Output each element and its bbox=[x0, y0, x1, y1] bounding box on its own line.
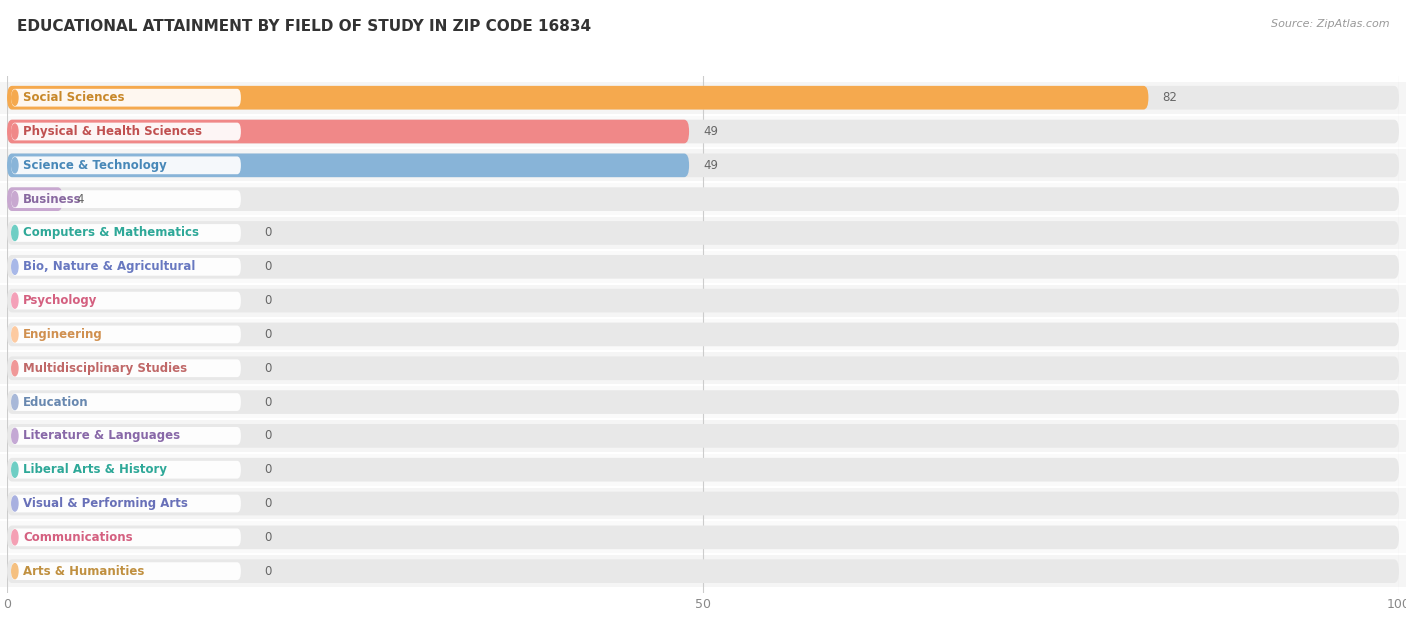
Text: 4: 4 bbox=[77, 192, 84, 206]
FancyBboxPatch shape bbox=[7, 120, 689, 143]
Text: 0: 0 bbox=[264, 227, 271, 240]
FancyBboxPatch shape bbox=[11, 191, 240, 208]
Text: Physical & Health Sciences: Physical & Health Sciences bbox=[24, 125, 202, 138]
FancyBboxPatch shape bbox=[7, 86, 1149, 110]
FancyBboxPatch shape bbox=[0, 217, 1406, 249]
FancyBboxPatch shape bbox=[0, 115, 1406, 148]
Text: Bio, Nature & Agricultural: Bio, Nature & Agricultural bbox=[24, 261, 195, 273]
Text: 0: 0 bbox=[264, 261, 271, 273]
Text: Psychology: Psychology bbox=[24, 294, 97, 307]
Text: Multidisciplinary Studies: Multidisciplinary Studies bbox=[24, 362, 187, 375]
FancyBboxPatch shape bbox=[7, 322, 1399, 346]
Text: 0: 0 bbox=[264, 531, 271, 544]
Text: 0: 0 bbox=[264, 328, 271, 341]
FancyBboxPatch shape bbox=[11, 495, 240, 512]
Circle shape bbox=[11, 361, 18, 376]
Circle shape bbox=[11, 394, 18, 410]
Circle shape bbox=[11, 530, 18, 545]
Circle shape bbox=[11, 563, 18, 579]
FancyBboxPatch shape bbox=[11, 393, 240, 411]
FancyBboxPatch shape bbox=[11, 461, 240, 478]
Circle shape bbox=[11, 496, 18, 511]
FancyBboxPatch shape bbox=[11, 258, 240, 276]
FancyBboxPatch shape bbox=[7, 492, 1399, 516]
Text: 0: 0 bbox=[264, 429, 271, 442]
FancyBboxPatch shape bbox=[7, 289, 1399, 312]
FancyBboxPatch shape bbox=[0, 386, 1406, 418]
FancyBboxPatch shape bbox=[7, 221, 1399, 245]
FancyBboxPatch shape bbox=[7, 255, 1399, 279]
FancyBboxPatch shape bbox=[11, 89, 240, 107]
FancyBboxPatch shape bbox=[0, 251, 1406, 283]
FancyBboxPatch shape bbox=[0, 488, 1406, 519]
Circle shape bbox=[11, 428, 18, 444]
Circle shape bbox=[11, 462, 18, 477]
Text: Communications: Communications bbox=[24, 531, 132, 544]
Text: 49: 49 bbox=[703, 159, 718, 172]
FancyBboxPatch shape bbox=[7, 187, 1399, 211]
Circle shape bbox=[11, 192, 18, 207]
Circle shape bbox=[11, 293, 18, 308]
FancyBboxPatch shape bbox=[7, 153, 1399, 177]
FancyBboxPatch shape bbox=[0, 352, 1406, 384]
Text: Engineering: Engineering bbox=[24, 328, 103, 341]
FancyBboxPatch shape bbox=[0, 454, 1406, 486]
Text: 0: 0 bbox=[264, 463, 271, 476]
FancyBboxPatch shape bbox=[7, 526, 1399, 549]
FancyBboxPatch shape bbox=[7, 86, 1399, 110]
Text: Literature & Languages: Literature & Languages bbox=[24, 429, 180, 442]
FancyBboxPatch shape bbox=[0, 420, 1406, 452]
Text: 0: 0 bbox=[264, 294, 271, 307]
FancyBboxPatch shape bbox=[0, 319, 1406, 350]
FancyBboxPatch shape bbox=[7, 357, 1399, 380]
Text: Source: ZipAtlas.com: Source: ZipAtlas.com bbox=[1271, 19, 1389, 29]
Circle shape bbox=[11, 259, 18, 274]
Text: Education: Education bbox=[24, 396, 89, 408]
Text: 0: 0 bbox=[264, 396, 271, 408]
FancyBboxPatch shape bbox=[11, 529, 240, 546]
Circle shape bbox=[11, 90, 18, 105]
FancyBboxPatch shape bbox=[11, 292, 240, 309]
FancyBboxPatch shape bbox=[0, 521, 1406, 553]
Text: Social Sciences: Social Sciences bbox=[24, 91, 125, 104]
FancyBboxPatch shape bbox=[0, 183, 1406, 215]
FancyBboxPatch shape bbox=[11, 427, 240, 445]
FancyBboxPatch shape bbox=[0, 150, 1406, 181]
Text: Arts & Humanities: Arts & Humanities bbox=[24, 565, 145, 577]
FancyBboxPatch shape bbox=[0, 555, 1406, 587]
FancyBboxPatch shape bbox=[0, 82, 1406, 114]
Circle shape bbox=[11, 225, 18, 240]
Text: 82: 82 bbox=[1163, 91, 1177, 104]
Text: 0: 0 bbox=[264, 565, 271, 577]
FancyBboxPatch shape bbox=[11, 360, 240, 377]
FancyBboxPatch shape bbox=[7, 424, 1399, 448]
FancyBboxPatch shape bbox=[7, 559, 1399, 583]
FancyBboxPatch shape bbox=[7, 390, 1399, 414]
FancyBboxPatch shape bbox=[7, 458, 1399, 481]
Circle shape bbox=[11, 124, 18, 139]
FancyBboxPatch shape bbox=[7, 187, 63, 211]
Text: EDUCATIONAL ATTAINMENT BY FIELD OF STUDY IN ZIP CODE 16834: EDUCATIONAL ATTAINMENT BY FIELD OF STUDY… bbox=[17, 19, 591, 34]
Text: Computers & Mathematics: Computers & Mathematics bbox=[24, 227, 200, 240]
Text: Liberal Arts & History: Liberal Arts & History bbox=[24, 463, 167, 476]
Circle shape bbox=[11, 327, 18, 342]
FancyBboxPatch shape bbox=[11, 562, 240, 580]
Text: Visual & Performing Arts: Visual & Performing Arts bbox=[24, 497, 188, 510]
Text: Science & Technology: Science & Technology bbox=[24, 159, 167, 172]
Text: 0: 0 bbox=[264, 497, 271, 510]
Text: Business: Business bbox=[24, 192, 82, 206]
FancyBboxPatch shape bbox=[11, 224, 240, 242]
FancyBboxPatch shape bbox=[11, 326, 240, 343]
FancyBboxPatch shape bbox=[0, 285, 1406, 317]
Text: 0: 0 bbox=[264, 362, 271, 375]
FancyBboxPatch shape bbox=[11, 156, 240, 174]
FancyBboxPatch shape bbox=[7, 120, 1399, 143]
Text: 49: 49 bbox=[703, 125, 718, 138]
Circle shape bbox=[11, 158, 18, 173]
FancyBboxPatch shape bbox=[11, 122, 240, 141]
FancyBboxPatch shape bbox=[7, 153, 689, 177]
